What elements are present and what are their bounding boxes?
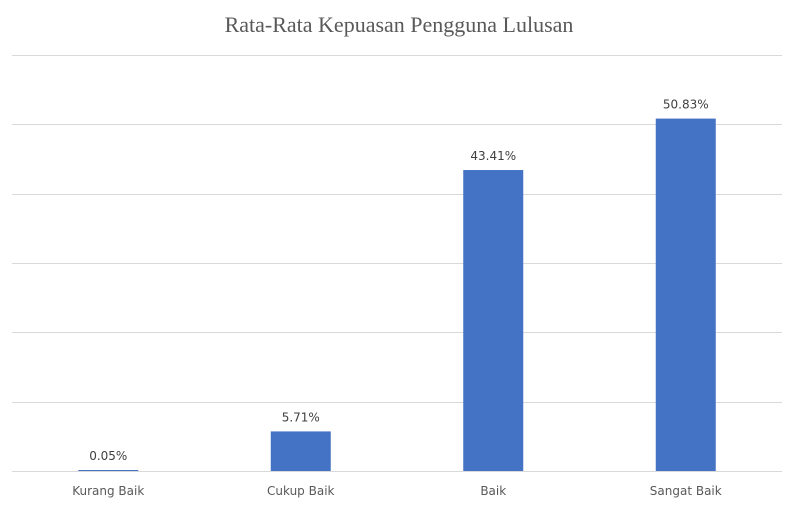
x-tick-label-baik: Baik [480, 484, 506, 498]
data-label-baik: 43.41% [470, 149, 516, 163]
data-label-kurang-baik: 0.05% [89, 449, 127, 463]
bars [78, 118, 716, 472]
bar-cukup-baik [270, 431, 331, 471]
chart-title: Rata-Rata Kepuasan Pengguna Lulusan [225, 12, 574, 37]
x-tick-label-sangat-baik: Sangat Baik [650, 484, 722, 498]
x-tick-label-kurang-baik: Kurang Baik [72, 484, 144, 498]
data-label-cukup-baik: 5.71% [282, 410, 320, 424]
bar-baik [463, 170, 524, 472]
gridlines [12, 55, 782, 472]
bar-kurang-baik [78, 470, 139, 471]
bar-sangat-baik [655, 118, 716, 471]
data-labels: 0.05% 5.71% 43.41% 50.83% [89, 98, 708, 463]
data-label-sangat-baik: 50.83% [663, 98, 709, 112]
x-tick-label-cukup-baik: Cukup Baik [267, 484, 335, 498]
x-axis-tick-labels: Kurang Baik Cukup Baik Baik Sangat Baik [72, 484, 722, 498]
